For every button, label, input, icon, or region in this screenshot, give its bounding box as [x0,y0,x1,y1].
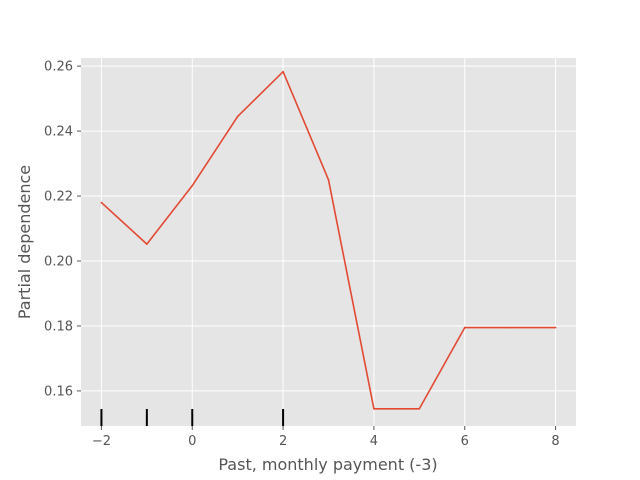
x-axis-label: Past, monthly payment (-3) [218,455,437,474]
y-axis-ticks: 0.16 0.18 0.20 0.22 0.24 0.26 [44,60,81,399]
series-group [100,70,557,410]
data-point [100,201,103,204]
x-tick-label: 2 [279,434,287,449]
data-point [418,407,421,410]
y-tick-label: 0.20 [44,255,73,270]
data-point [509,326,511,329]
x-axis-ticks: −2 0 2 4 6 8 [92,426,560,449]
data-point [191,184,194,187]
y-axis-label: Partial dependence [15,165,34,319]
y-tick-label: 0.18 [44,319,73,334]
data-point [554,326,557,329]
data-point [373,407,375,410]
data-point [463,326,466,329]
y-tick-label: 0.22 [44,190,73,205]
y-tick-label: 0.26 [44,60,73,75]
grid-lines [81,58,576,426]
x-tick-label: −2 [92,434,111,449]
rug-marks [100,409,285,426]
x-tick-label: 4 [370,434,378,449]
data-point [146,243,148,245]
data-point [236,115,239,118]
x-tick-label: 8 [551,434,559,449]
data-point [327,179,330,181]
plot-background [81,58,576,426]
y-tick-label: 0.24 [44,125,73,140]
data-point [282,70,284,73]
x-tick-label: 0 [188,434,196,449]
y-tick-label: 0.16 [44,384,73,399]
x-tick-label: 6 [461,434,469,449]
